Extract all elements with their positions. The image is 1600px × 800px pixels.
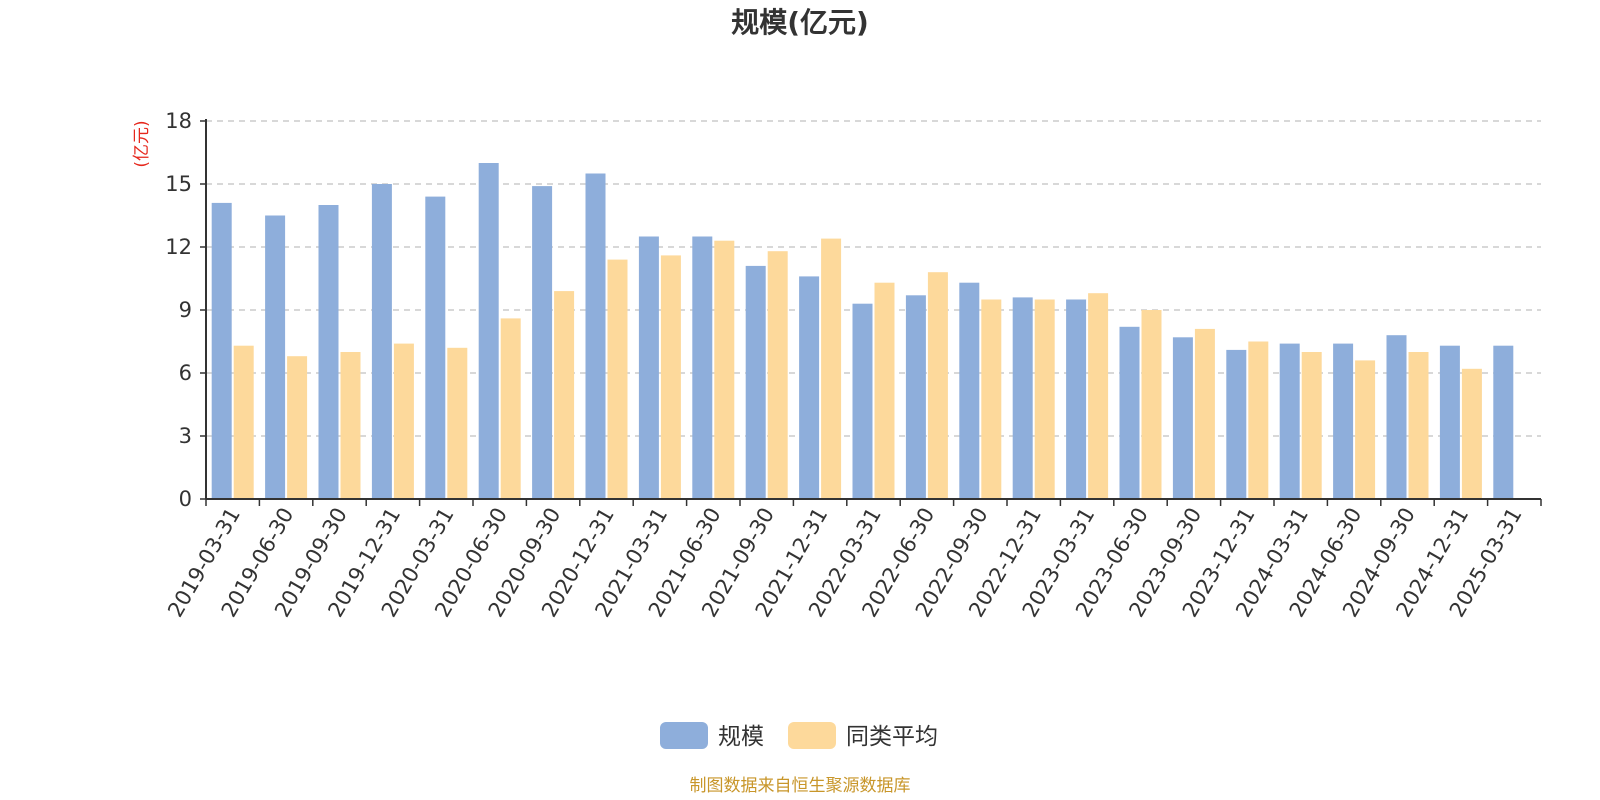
bar-peer-average	[874, 282, 895, 499]
bar-scale	[585, 173, 606, 499]
bar-peer-average	[1141, 310, 1162, 499]
bar-scale	[1172, 337, 1193, 499]
axes	[205, 119, 1542, 506]
bar-peer-average	[340, 352, 361, 499]
bar-peer-average	[660, 255, 681, 499]
x-tick-labels: 2019-03-312019-06-302019-09-302019-12-31…	[163, 504, 1526, 622]
chart-title: 规模(亿元)	[731, 6, 869, 39]
bar-scale	[211, 202, 232, 499]
legend-item-peer-average[interactable]: 同类平均	[788, 722, 938, 750]
bar-peer-average	[1034, 299, 1055, 499]
bar-peer-average	[821, 238, 842, 499]
bar-scale	[478, 163, 499, 499]
bar-peer-average	[981, 299, 1002, 499]
bar-scale	[1439, 345, 1460, 499]
bar-peer-average	[1461, 368, 1482, 499]
bar-scale	[692, 236, 713, 499]
bar-peer-average	[1194, 328, 1215, 499]
bar-scale	[371, 184, 392, 499]
bar-peer-average	[927, 272, 948, 499]
bar-scale	[745, 265, 766, 499]
bar-peer-average	[447, 347, 468, 499]
y-tick-label: 9	[179, 298, 192, 322]
bar-scale	[425, 196, 446, 499]
bar-scale	[1119, 326, 1140, 499]
bar-scale	[1066, 299, 1087, 499]
bar-peer-average	[1355, 360, 1376, 499]
y-tick-label: 0	[179, 487, 192, 511]
y-tick-label: 15	[165, 172, 192, 196]
bar-peer-average	[393, 343, 414, 499]
legend-swatch-scale	[660, 722, 708, 749]
y-tick-label: 6	[179, 361, 192, 385]
legend-label-scale: 规模	[718, 724, 764, 750]
bar-peer-average	[607, 259, 628, 499]
bar-peer-average	[1248, 341, 1269, 499]
bar-peer-average	[233, 345, 254, 499]
bars	[211, 163, 1514, 499]
bar-scale	[852, 303, 873, 499]
bar-scale	[1493, 345, 1514, 499]
legend-item-scale[interactable]: 规模	[660, 722, 764, 750]
bar-peer-average	[287, 356, 308, 499]
bar-scale	[799, 276, 820, 499]
bar-scale	[638, 236, 659, 499]
y-tick-label: 18	[165, 109, 192, 133]
bar-scale	[265, 215, 286, 499]
bar-peer-average	[1408, 352, 1429, 499]
y-tick-label: 3	[179, 424, 192, 448]
bar-peer-average	[554, 291, 575, 499]
bar-peer-average	[714, 240, 735, 499]
y-tick-labels: 0 3 6 9 12 15 18	[165, 109, 192, 511]
bar-scale	[318, 205, 339, 499]
y-tick-label: 12	[165, 235, 192, 259]
y-axis-unit-label: (亿元)	[132, 120, 152, 167]
bar-peer-average	[1088, 293, 1109, 499]
bar-peer-average	[767, 251, 788, 499]
bar-scale	[959, 282, 980, 499]
legend-label-peer-average: 同类平均	[846, 724, 938, 750]
bar-peer-average	[500, 318, 521, 499]
bar-scale	[1226, 349, 1247, 499]
legend-swatch-peer-average	[788, 722, 836, 749]
bar-scale	[905, 295, 926, 499]
bar-scale	[1333, 343, 1354, 499]
bar-peer-average	[1301, 352, 1322, 499]
source-note: 制图数据来自恒生聚源数据库	[690, 776, 911, 796]
bar-scale	[1012, 297, 1033, 499]
bar-scale	[532, 186, 553, 499]
legend: 规模 同类平均	[660, 722, 938, 750]
bar-scale	[1386, 335, 1407, 499]
bar-scale	[1279, 343, 1300, 499]
